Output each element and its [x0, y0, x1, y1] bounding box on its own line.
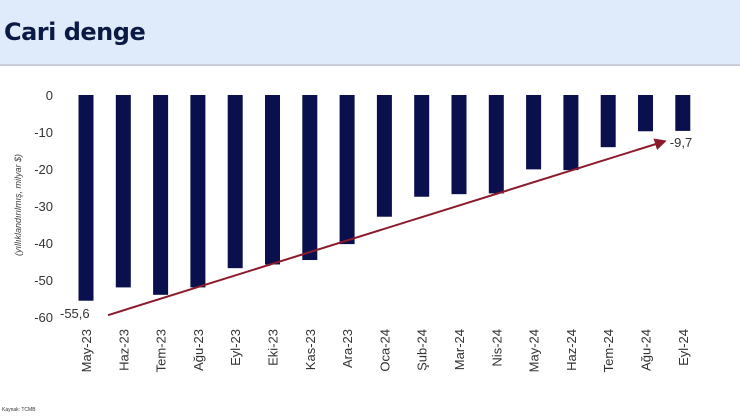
y-tick-label: -40	[34, 236, 53, 251]
x-tick-label: Eyl-24	[676, 329, 691, 366]
bar-Oca-24	[376, 95, 392, 217]
bar-Tem-24	[600, 95, 616, 148]
x-tick-label: May-23	[79, 329, 94, 372]
x-tick-label: Mar-24	[452, 329, 467, 370]
bar-Şub-24	[414, 95, 430, 197]
trend-arrow	[107, 138, 667, 317]
y-tick-label: 0	[46, 88, 53, 103]
x-tick-label: Kas-23	[303, 329, 318, 370]
x-tick-label: Şub-24	[415, 329, 430, 371]
x-tick-label: Ağu-24	[639, 329, 654, 371]
data-label-first: -55,6	[60, 306, 90, 321]
x-tick-label: Eki-23	[266, 329, 281, 366]
bar-May-23	[78, 95, 94, 301]
bar-May-24	[526, 95, 542, 170]
x-tick-label: Tem-24	[601, 329, 616, 372]
data-label-last: -9,7	[670, 135, 692, 150]
x-tick-label: Tem-23	[154, 329, 169, 372]
x-tick-label: Haz-24	[564, 329, 579, 371]
x-tick-label: Ara-23	[340, 329, 355, 368]
y-axis-label: (yıllıklandırılmış, milyar $)	[13, 154, 23, 256]
x-tick-label: Ağu-23	[191, 329, 206, 371]
bar-Nis-24	[488, 95, 504, 194]
bar-Eyl-24	[675, 95, 691, 131]
y-tick-label: -10	[34, 125, 53, 140]
page-title: Cari denge	[4, 18, 146, 46]
x-tick-label: Eyl-23	[228, 329, 243, 366]
bar-Ağu-23	[190, 95, 206, 288]
x-tick-label: May-24	[527, 329, 542, 372]
y-tick-label: -60	[34, 310, 53, 325]
bar-Haz-24	[563, 95, 579, 171]
y-tick-label: -20	[34, 162, 53, 177]
y-tick-label: -50	[34, 273, 53, 288]
bar-Haz-23	[115, 95, 131, 288]
bar-Eki-23	[265, 95, 280, 265]
bar-Kas-23	[302, 95, 318, 261]
bar-Ağu-24	[638, 95, 653, 132]
bar-Mar-24	[451, 95, 467, 195]
bar-Tem-23	[153, 95, 169, 295]
bar-Ara-23	[339, 95, 355, 245]
x-tick-label: Haz-23	[116, 329, 131, 371]
bar-Eyl-23	[227, 95, 243, 269]
source-note: Kaynak: TCMB	[2, 407, 36, 413]
y-tick-label: -30	[34, 199, 53, 214]
x-tick-label: Oca-24	[377, 329, 392, 372]
header-band: Cari denge	[0, 0, 740, 66]
x-tick-label: Nis-24	[489, 329, 504, 367]
